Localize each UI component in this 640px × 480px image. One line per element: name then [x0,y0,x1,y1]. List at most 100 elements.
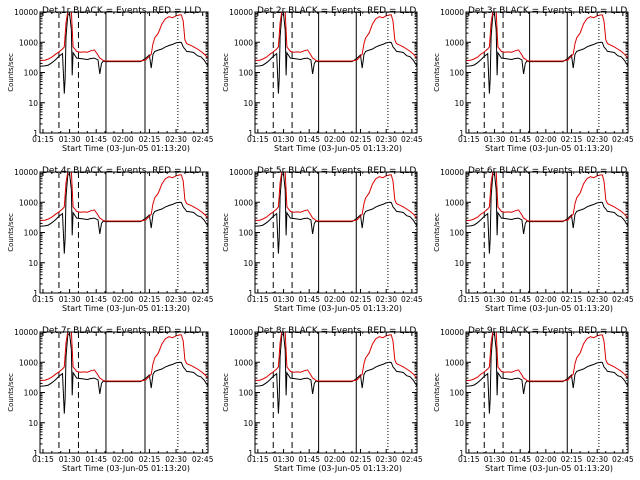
chart-title: Det 5r BLACK = Events, RED = LLD [257,166,416,176]
y-tick-label: 1000 [19,38,38,47]
lld-series-line [40,332,208,382]
x-axis-label: Start Time (03-Jun-05 01:13:20) [62,464,190,473]
x-tick-label: 02:30 [586,135,608,144]
y-tick-label: 1 [459,289,464,298]
x-axis-label: Start Time (03-Jun-05 01:13:20) [485,464,613,473]
x-tick-label: 01:30 [59,295,81,304]
x-tick-label: 01:30 [484,135,506,144]
chart-panel: 01:15 01:30 01:45 02:00 02:15 02:30 02:4511010… [7,166,214,313]
chart-title: Det 7r BLACK = Events, RED = LLD [42,326,201,336]
x-tick-label: 01:15 [247,135,269,144]
x-tick-label: 02:45 [401,295,423,304]
x-axis-label: Start Time (03-Jun-05 01:13:20) [62,304,190,313]
y-tick-label: 1 [248,129,253,138]
x-tick-label: 01:45 [509,295,531,304]
series-group [40,12,208,94]
x-axis-label: Start Time (03-Jun-05 01:13:20) [274,304,402,313]
x-tick-label: 01:15 [32,135,54,144]
chart-title: Det 4r BLACK = Events, RED = LLD [42,166,201,176]
lld-series-line [466,332,628,382]
x-tick-label: 02:00 [535,295,557,304]
y-tick-label: 10000 [440,8,464,17]
x-tick-label: 01:30 [273,455,295,464]
x-tick-label: 02:15 [561,295,583,304]
y-tick-label: 10 [454,259,464,268]
y-tick-label: 10000 [14,8,38,17]
chart-title: Det 6r BLACK = Events, RED = LLD [468,166,627,176]
y-tick-label: 100 [450,69,465,78]
y-tick-label: 1000 [445,38,464,47]
y-axis-label: Counts/sec [7,53,15,92]
x-tick-label: 02:15 [139,455,161,464]
x-tick-label: 01:30 [59,455,81,464]
y-tick-label: 10000 [14,328,38,337]
x-tick-label: 01:45 [298,135,320,144]
y-tick-label: 100 [24,389,39,398]
chart-panel: 01:15 01:30 01:45 02:00 02:15 02:30 02:4511010… [222,326,423,473]
x-tick-label: 02:30 [375,135,397,144]
x-tick-label: 02:45 [612,135,634,144]
x-tick-label: 02:00 [112,135,134,144]
chart-panel: 01:15 01:30 01:45 02:00 02:15 02:30 02:4511010… [7,326,214,473]
y-tick-label: 1 [248,289,253,298]
y-axis-label: Counts/sec [7,213,15,252]
x-tick-label: 02:15 [350,455,372,464]
x-tick-label: 01:15 [32,455,54,464]
y-tick-label: 100 [239,69,254,78]
x-tick-label: 02:30 [165,295,187,304]
x-tick-label: 02:45 [401,455,423,464]
chart-title: Det 9r BLACK = Events, RED = LLD [468,326,627,336]
y-tick-label: 10000 [229,8,253,17]
y-tick-label: 10 [243,99,253,108]
y-tick-label: 10 [28,259,38,268]
x-axis-label: Start Time (03-Jun-05 01:13:20) [62,144,190,153]
y-tick-label: 10000 [440,328,464,337]
series-group [255,172,417,254]
y-tick-label: 1 [459,129,464,138]
x-tick-label: 01:30 [273,295,295,304]
y-tick-label: 10 [28,99,38,108]
y-tick-label: 100 [239,389,254,398]
y-tick-label: 10 [243,419,253,428]
x-tick-label: 02:30 [586,455,608,464]
chart-panel: 01:15 01:30 01:45 02:00 02:15 02:30 02:4511010… [433,6,634,153]
x-tick-label: 01:45 [298,295,320,304]
chart-panel: 01:15 01:30 01:45 02:00 02:15 02:30 02:4511010… [433,326,634,473]
chart-title: Det 2r BLACK = Events, RED = LLD [257,6,416,16]
x-tick-label: 01:15 [32,295,54,304]
x-tick-label: 01:15 [247,455,269,464]
x-tick-label: 01:45 [509,135,531,144]
y-tick-label: 10000 [229,328,253,337]
y-axis-label: Counts/sec [7,373,15,412]
x-tick-label: 01:45 [298,455,320,464]
events-series-line [255,172,417,254]
x-tick-label: 01:45 [509,455,531,464]
events-series-line [466,332,628,414]
x-tick-label: 02:30 [375,455,397,464]
y-axis-label: Counts/sec [222,53,230,92]
series-group [466,12,628,94]
y-axis-label: Counts/sec [433,213,441,252]
x-tick-label: 02:00 [535,135,557,144]
y-tick-label: 1000 [19,358,38,367]
y-tick-label: 10000 [440,168,464,177]
y-tick-label: 100 [239,229,254,238]
y-tick-label: 1 [33,449,38,458]
y-tick-label: 1000 [445,358,464,367]
y-tick-label: 1 [459,449,464,458]
y-tick-label: 100 [24,69,39,78]
x-tick-label: 02:15 [350,135,372,144]
x-tick-label: 01:30 [59,135,81,144]
y-tick-label: 100 [450,229,465,238]
y-tick-label: 1000 [234,38,253,47]
y-tick-label: 1 [248,449,253,458]
x-tick-label: 02:45 [192,295,214,304]
x-tick-label: 01:30 [273,135,295,144]
lld-series-line [40,172,208,222]
lld-series-line [255,172,417,222]
events-series-line [255,332,417,414]
chart-title: Det 1r BLACK = Events, RED = LLD [42,6,201,16]
x-tick-label: 01:30 [484,295,506,304]
x-tick-label: 02:45 [192,455,214,464]
